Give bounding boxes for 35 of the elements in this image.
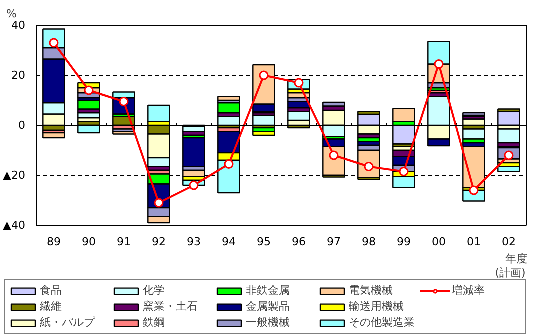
- y-tick-label: ▲40: [3, 219, 26, 232]
- y-tick-label: 20: [12, 69, 26, 82]
- legend-label: 非鉄金属: [246, 283, 291, 298]
- y-tick-label: ▲20: [3, 169, 26, 182]
- legend-label: 増減率: [452, 283, 486, 298]
- legend-label: 繊維: [40, 299, 63, 314]
- x-axis-title: 年度: [506, 252, 528, 266]
- legend-label: 一般機械: [246, 315, 291, 330]
- x-tick-label: 92: [152, 236, 166, 248]
- x-tick-label: 89: [47, 236, 61, 248]
- y-tick-label: 0: [18, 119, 26, 132]
- legend-label: 紙・パルプ: [40, 315, 96, 330]
- x-tick-label: 90: [82, 236, 96, 248]
- x-tick-label: 97: [327, 236, 341, 248]
- x-tick-label: 02: [502, 236, 516, 248]
- x-tick-label: 96: [292, 236, 306, 248]
- legend-label: 電気機械: [349, 283, 394, 298]
- y-axis-title: %: [6, 8, 17, 20]
- x-tick-label: 91: [117, 236, 131, 248]
- x-tick-label: 93: [187, 236, 201, 248]
- x-tick-label: 99: [397, 236, 411, 248]
- legend-label: 食品: [40, 283, 63, 298]
- legend-label: 窯業・土石: [143, 299, 199, 314]
- x-tick-label: 00: [432, 236, 446, 248]
- x-tick-label: 95: [257, 236, 271, 248]
- legend-label: 鉄鋼: [143, 315, 166, 330]
- text: (計画): [495, 266, 526, 280]
- y-tick-label: 40: [12, 19, 26, 32]
- legend-label: その他製造業: [349, 315, 416, 330]
- legend-label: 化学: [143, 283, 166, 298]
- x-tick-label: 98: [362, 236, 376, 248]
- legend-label: 金属製品: [246, 299, 291, 314]
- x-tick-label: 94: [222, 236, 236, 248]
- x-tick-label: 01: [467, 236, 481, 248]
- legend-label: 輸送用機械: [349, 299, 405, 314]
